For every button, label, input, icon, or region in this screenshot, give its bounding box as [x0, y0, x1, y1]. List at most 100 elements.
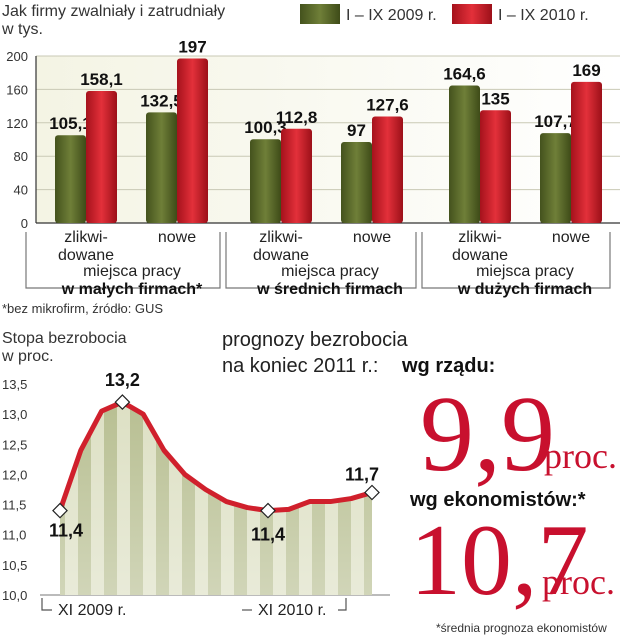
bar: [55, 135, 86, 223]
line-y-tick-label: 10,5: [2, 558, 27, 573]
line-data-label: 11,7: [345, 465, 379, 485]
line-data-label: 11,4: [49, 521, 83, 541]
bar-section-label-bold: w małych firmach*: [61, 281, 203, 298]
legend: I – IX 2009 r. I – IX 2010 r.: [300, 4, 589, 24]
bar-data-label: 105,1: [49, 114, 92, 133]
bar-gridlines: [35, 55, 620, 224]
line-marker: [114, 394, 131, 411]
bar-data-label: 107,7: [534, 112, 577, 131]
bar-data-label: 169: [572, 61, 600, 80]
line-series-path: [57, 399, 375, 514]
line-area: [60, 402, 372, 595]
line-y-tick-label: 13,0: [2, 407, 27, 422]
bar-y-axis: 0 40 80 120 160 200: [6, 49, 28, 231]
bar-source-note: *bez mikrofirm, źródło: GUS: [2, 301, 163, 316]
line-point: [287, 508, 290, 511]
bar-section-label: miejsca pracy: [83, 263, 181, 280]
bar-y-tick-label: 40: [14, 183, 28, 198]
bar-category-label: dowane: [253, 247, 309, 264]
bar: [480, 110, 511, 223]
line-x-bracket-left: [41, 598, 52, 611]
line-x-tick-label: XI 2009 r.: [58, 602, 127, 619]
line-chart-title: Stopa bezrobocia: [2, 330, 127, 347]
bar-chart-unit: w tys.: [1, 21, 43, 38]
bar-section-label: miejsca pracy: [281, 263, 379, 280]
bar: [250, 139, 281, 223]
bar-chart-title: Jak firmy zwalniały i zatrudniały: [2, 3, 225, 20]
bar-category-label: zlikwi-: [259, 229, 303, 246]
economists-unit: proc.: [542, 562, 615, 602]
forecast-heading-line2: na koniec 2011 r.:: [222, 355, 378, 377]
forecast-heading-line1: prognozy bezrobocia: [222, 329, 409, 351]
line-chart-unit: w proc.: [1, 348, 54, 365]
bar-y-tick-label: 200: [6, 49, 28, 64]
bar: [86, 90, 117, 223]
line-point: [142, 412, 145, 416]
bar: [281, 128, 312, 223]
bar-section-bracket: [225, 232, 417, 289]
bar-data-label: 100,3: [244, 118, 287, 137]
bar-plot-area: [36, 56, 620, 223]
bar-y-tick-label: 160: [6, 82, 28, 97]
government-value: 9,9: [420, 375, 555, 494]
line-point: [246, 506, 249, 509]
line-marker: [260, 502, 276, 519]
line-y-tick-label: 12,5: [2, 437, 27, 452]
bar-section-label-bold: w dużych firmach: [457, 281, 592, 298]
line-point: [100, 409, 103, 413]
bar-data-label: 97: [347, 121, 366, 140]
bar-series: 105,1 132,5 100,3 97 164,6 107,7 158,1 197 112,8…: [49, 38, 602, 224]
line-y-tick-label: 11,0: [2, 528, 26, 543]
bar-category-label: nowe: [353, 229, 391, 246]
economists-label: wg ekonomistów:*: [409, 489, 586, 511]
bar-category-label: nowe: [158, 229, 196, 246]
bar-category-label: dowane: [452, 247, 508, 264]
bar-data-label: 135: [481, 89, 509, 108]
bar-section-bracket: [421, 232, 611, 289]
line-point: [308, 500, 311, 503]
bar-category-label: dowane: [58, 247, 114, 264]
legend-label-2009: I – IX 2009 r.: [346, 7, 437, 24]
bar-data-label: 132,5: [140, 91, 183, 110]
legend-label-2010: I – IX 2010 r.: [498, 7, 589, 24]
bar-data-label: 112,8: [276, 108, 318, 127]
bar-y-tick-label: 0: [21, 216, 28, 231]
bar-y-tick-label: 120: [6, 116, 28, 131]
bar: [449, 85, 480, 224]
bar: [571, 81, 602, 223]
government-label: wg rządu:: [401, 355, 495, 377]
bar-category-label: nowe: [552, 229, 590, 246]
line-x-axis: XI 2009 r. XI 2010 r.: [41, 598, 347, 619]
bar-data-label: 197: [178, 38, 206, 57]
bar-section-label: miejsca pracy: [476, 263, 574, 280]
legend-swatch-2009: [300, 4, 340, 24]
economists-footnote: *średnia prognoza ekonomistów: [436, 621, 607, 635]
line-point: [350, 497, 353, 500]
bar: [177, 58, 208, 223]
line-point: [225, 500, 228, 503]
bar: [341, 142, 372, 223]
line-y-tick-label: 11,5: [2, 498, 26, 513]
bar: [540, 133, 571, 223]
bar-data-label: 158,1: [80, 70, 123, 89]
line-x-tick-label: XI 2010 r.: [258, 602, 327, 619]
legend-swatch-2010: [452, 4, 492, 24]
bar-y-tick-label: 80: [14, 149, 28, 164]
forecast-panel: prognozy bezrobocia na koniec 2011 r.: w…: [222, 329, 617, 635]
bar: [146, 112, 177, 223]
line-data-label: 13,2: [105, 370, 140, 390]
bar-section-bracket: [25, 232, 221, 289]
line-y-tick-label: 13,5: [2, 377, 27, 392]
line-data-label: 11,4: [251, 525, 285, 545]
bar-x-axis: zlikwi-dowane nowe zlikwi-dowane nowe zlikwi…: [25, 229, 611, 298]
bar-data-label: 127,6: [366, 95, 409, 114]
line-series: 11,4 13,2 11,4 11,7: [49, 370, 380, 545]
bar-category-label: zlikwi-: [458, 229, 502, 246]
bar-category-label: zlikwi-: [64, 229, 108, 246]
line-point: [329, 500, 332, 503]
line-marker: [364, 484, 380, 501]
line-marker: [52, 502, 68, 519]
bar-section-label-bold: w średnich firmach: [256, 281, 403, 298]
line-y-tick-label: 12,0: [2, 467, 27, 482]
